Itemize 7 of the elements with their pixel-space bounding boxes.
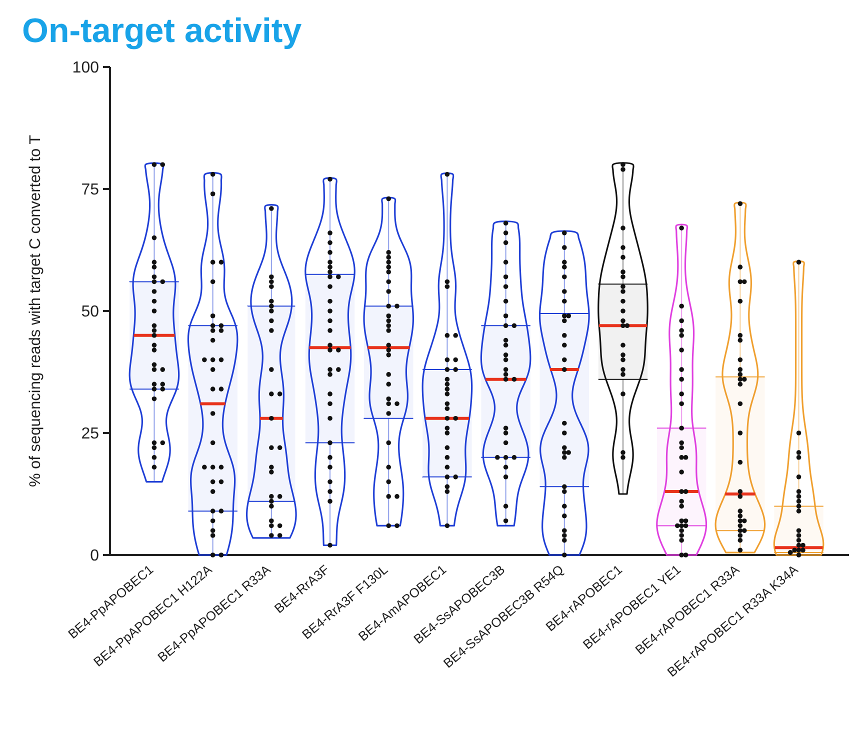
y-tick-label: 75 [81,182,100,199]
y-tick-label: 50 [81,304,100,321]
y-tick-label: 0 [90,548,100,565]
y-axis-title: % of sequencing reads with target C converted to T [27,134,44,488]
chart-title: On-target activity [22,12,302,50]
y-tick-label: 100 [72,60,100,77]
y-tick-label: 25 [81,426,100,443]
